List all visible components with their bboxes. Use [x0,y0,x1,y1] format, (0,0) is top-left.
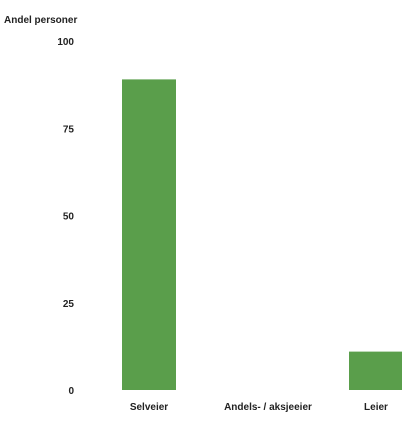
y-tick-label: 25 [63,299,75,310]
bar [122,79,176,390]
y-axis-title: Andel personer [4,15,77,26]
y-tick-label: 0 [68,386,74,397]
y-tick-labels: 0 25 50 75 100 [57,37,74,397]
x-tick-label: Selveier [130,402,168,413]
y-tick-label: 50 [63,212,75,223]
x-tick-labels: Selveier Andels- / aksjeeier Leier [130,402,388,413]
bar [349,351,402,390]
bars [122,79,402,390]
x-tick-label: Andels- / aksjeeier [224,402,312,413]
x-tick-label: Leier [364,402,388,413]
y-tick-label: 75 [63,124,75,135]
y-tick-label: 100 [57,37,74,48]
